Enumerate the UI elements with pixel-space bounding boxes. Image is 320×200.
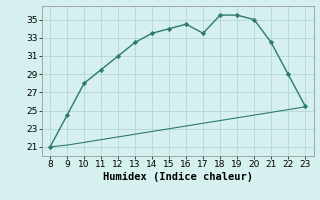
X-axis label: Humidex (Indice chaleur): Humidex (Indice chaleur) (103, 172, 252, 182)
